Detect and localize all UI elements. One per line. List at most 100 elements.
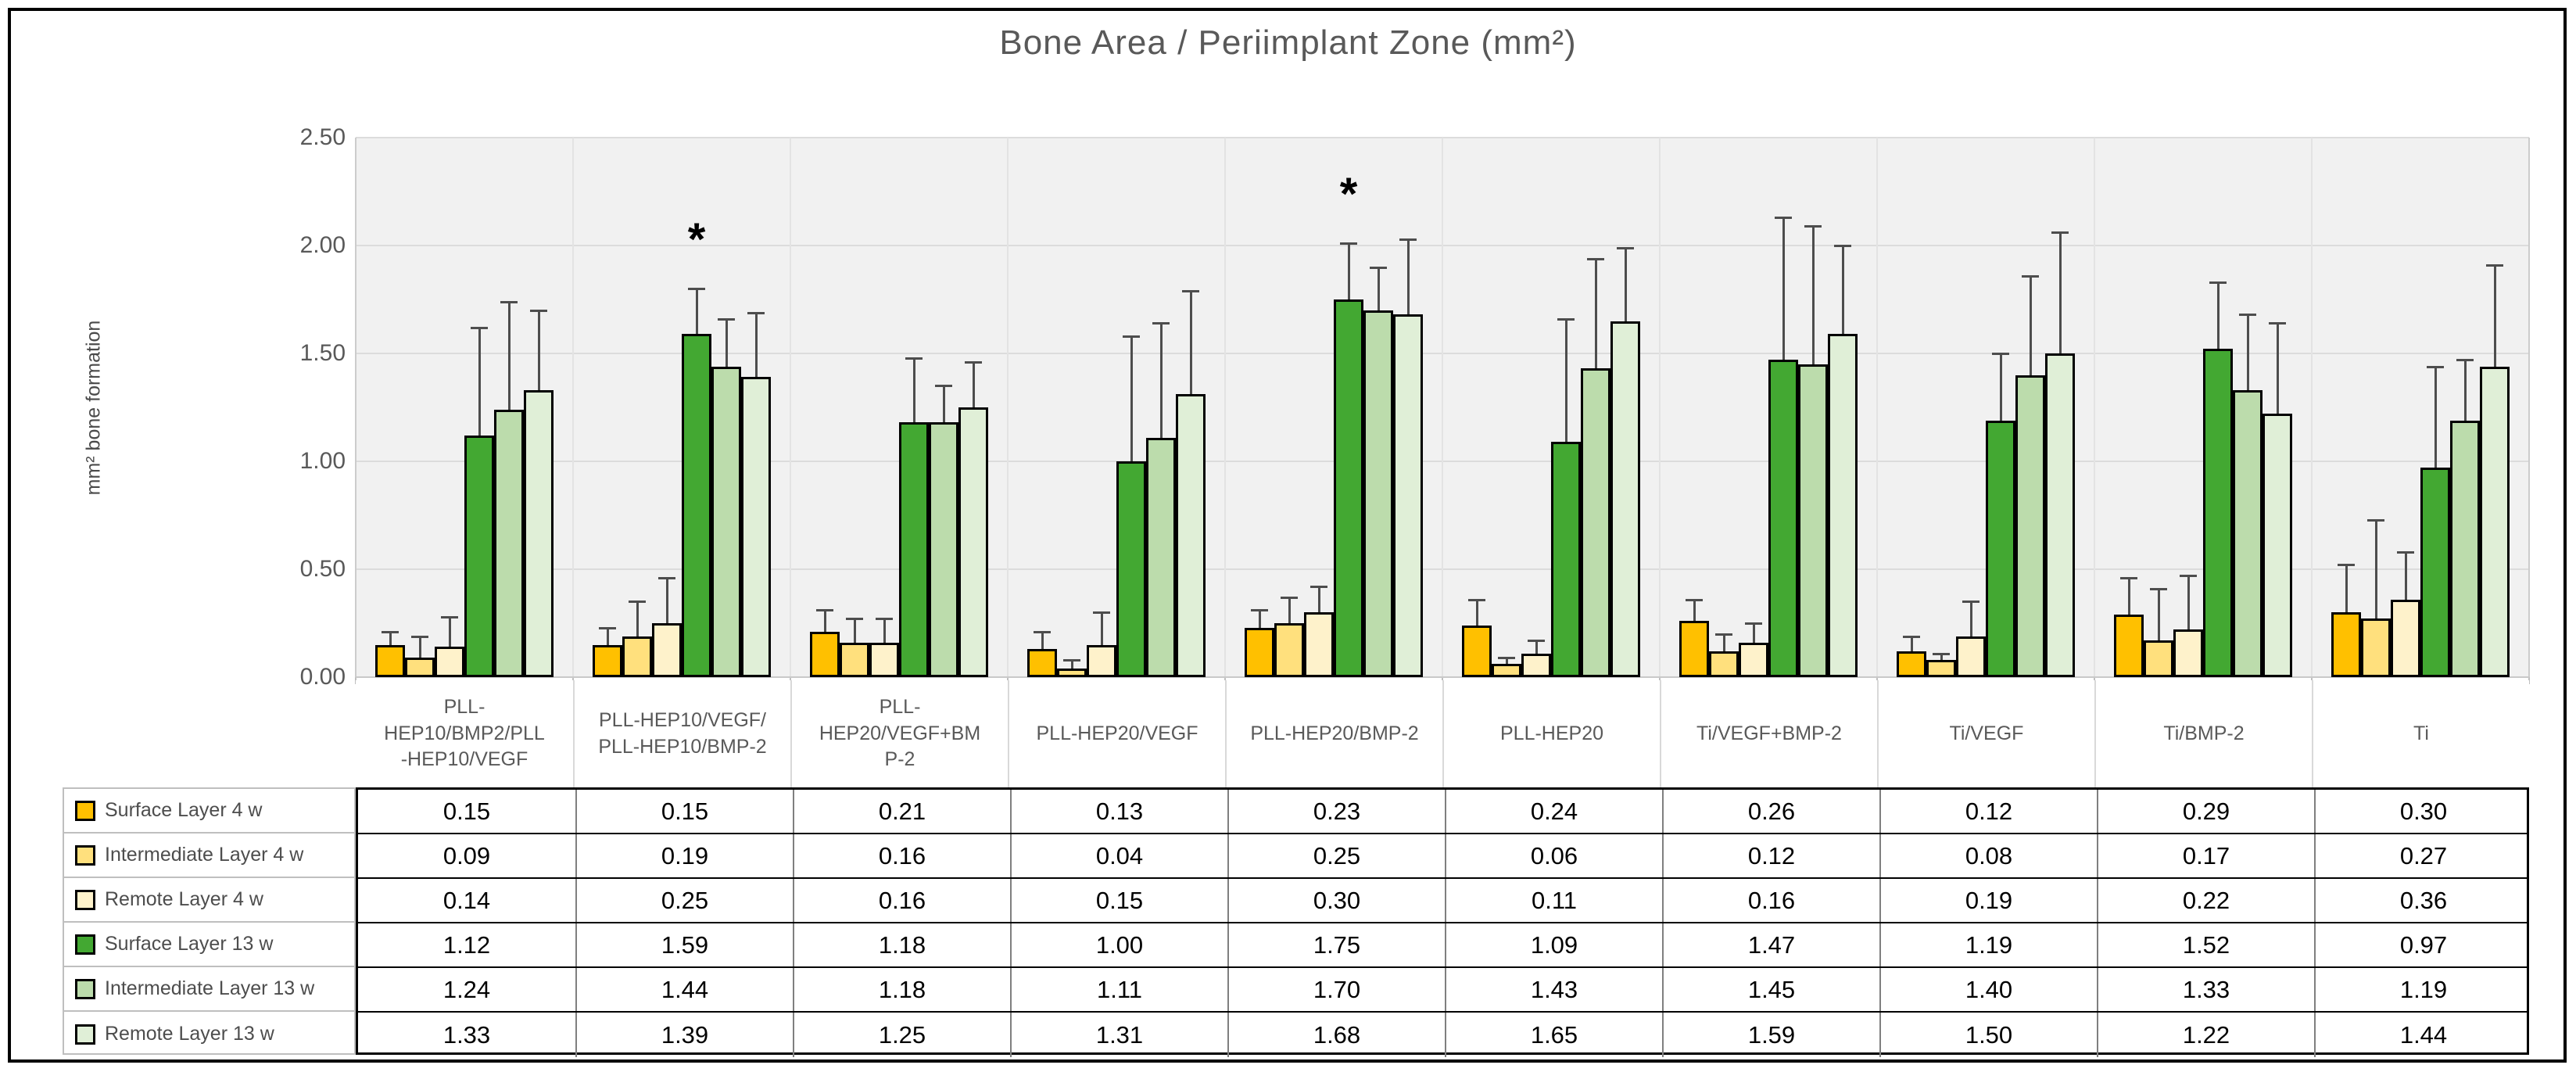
table-cell: 1.65 — [1445, 1013, 1662, 1057]
legend-label: Surface Layer 4 w — [105, 799, 263, 821]
error-bar-cap — [471, 326, 488, 329]
error-bar-cap — [2051, 231, 2069, 235]
category-boundary-line — [1007, 138, 1009, 677]
error-bar — [1475, 599, 1478, 626]
table-cell: 1.59 — [575, 923, 793, 966]
error-bar — [1624, 247, 1627, 321]
bar-intermediate-layer-4-w-cat2 — [840, 643, 869, 677]
bar-remote-layer-4-w-cat2 — [869, 643, 899, 677]
error-bar-cap — [1617, 246, 1634, 249]
y-tick-label: 2.50 — [299, 124, 346, 150]
table-cell: 1.12 — [442, 930, 491, 959]
table-cell: 0.26 — [1662, 790, 1879, 833]
table-cell: 0.15 — [1010, 879, 1227, 922]
error-bar-cap — [411, 635, 428, 638]
category-label-0: PLL- HEP10/BMP2/PLL -HEP10/VEGF — [384, 695, 545, 771]
bar-remote-layer-4-w-cat8 — [2173, 629, 2203, 677]
error-bar-cap — [1834, 245, 1851, 247]
error-bar-cap — [1152, 322, 1170, 325]
category-header-row: PLL- HEP10/BMP2/PLL -HEP10/VEGF PLL-HEP10/V… — [356, 680, 2529, 787]
error-bar-cap — [2022, 274, 2039, 278]
table-row-surface-layer-13-w: 1.12 1.59 1.18 1.00 1.75 1.09 1.47 1.19 1.52 0.97 — [358, 923, 2527, 968]
table-cell: 0.27 — [2314, 834, 2531, 877]
error-bar — [1693, 599, 1696, 621]
error-bar-cap — [1745, 622, 1762, 625]
bar-intermediate-layer-13-w-cat5 — [1581, 368, 1610, 677]
error-bar — [1258, 610, 1261, 628]
error-bar-cap — [965, 361, 982, 364]
error-bar — [1564, 318, 1567, 442]
table-cell: 1.24 — [442, 975, 491, 1003]
error-bar — [695, 289, 698, 334]
error-bar-cap — [1686, 598, 1703, 601]
table-cell: 1.59 — [1662, 1013, 1879, 1057]
table-row-surface-layer-4-w: 0.15 0.15 0.21 0.13 0.23 0.24 0.26 0.12 0.29 0.30 — [358, 790, 2527, 834]
bar-intermediate-layer-4-w-cat7 — [1926, 660, 1956, 677]
error-bar — [418, 636, 421, 658]
table-cell: 0.30 — [1227, 879, 1445, 922]
legend-item-intermediate-layer-4-w: Intermediate Layer 4 w — [64, 834, 354, 878]
error-bar-cap — [2120, 577, 2137, 580]
bar-remote-layer-13-w-cat7 — [2045, 353, 2075, 677]
category-boundary-line — [1442, 138, 1443, 677]
table-cell: 0.23 — [1227, 790, 1445, 833]
table-cell: 0.19 — [1879, 879, 2097, 922]
error-bar — [389, 632, 392, 645]
bar-intermediate-layer-13-w-cat4 — [1363, 310, 1393, 677]
error-bar-cap — [905, 357, 923, 360]
category-boundary-line — [790, 138, 791, 677]
table-cell: 0.15 — [442, 797, 491, 825]
error-bar-cap — [599, 626, 616, 629]
table-cell: 0.11 — [1445, 879, 1662, 922]
bar-remote-layer-13-w-cat9 — [2480, 367, 2510, 677]
error-bar-cap — [1775, 217, 1792, 220]
error-bar-cap — [2456, 359, 2474, 362]
error-bar — [1189, 290, 1192, 394]
error-bar-cap — [1468, 598, 1485, 601]
error-bar — [478, 327, 481, 436]
error-bar-cap — [846, 618, 863, 621]
category-boundary-line — [2094, 138, 2095, 677]
bar-surface-layer-4-w-cat8 — [2114, 615, 2144, 677]
bar-surface-layer-4-w-cat6 — [1679, 621, 1709, 677]
bar-intermediate-layer-4-w-cat9 — [2361, 618, 2391, 677]
table-cell: 1.09 — [1445, 923, 1662, 966]
bar-remote-layer-4-w-cat0 — [435, 647, 464, 677]
legend-key-swatch — [75, 800, 95, 821]
legend-label: Remote Layer 4 w — [105, 888, 263, 910]
bar-surface-layer-4-w-cat4 — [1245, 628, 1274, 677]
table-row-intermediate-layer-13-w: 1.24 1.44 1.18 1.11 1.70 1.43 1.45 1.40 1.33 1.19 — [358, 968, 2527, 1013]
table-cell: 0.25 — [1227, 834, 1445, 877]
category-label-6: Ti/VEGF+BMP-2 — [1660, 680, 1877, 787]
table-cell: 1.25 — [793, 1013, 1010, 1057]
error-bar — [1752, 623, 1755, 643]
bar-surface-layer-13-w-cat0 — [464, 436, 494, 677]
error-bar-cap — [2338, 564, 2355, 567]
error-bar-cap — [2150, 587, 2167, 590]
bar-intermediate-layer-13-w-cat6 — [1798, 364, 1828, 677]
error-bar-cap — [1370, 266, 1387, 269]
significance-asterisk: * — [687, 214, 706, 266]
error-bar-cap — [629, 601, 646, 604]
table-cell: 0.24 — [1445, 790, 1662, 833]
error-bar — [2246, 314, 2249, 390]
error-bar — [2404, 551, 2407, 600]
category-boundary-line — [355, 138, 356, 677]
error-bar-cap — [441, 615, 458, 618]
table-cell: 1.75 — [1227, 923, 1445, 966]
error-bar — [2463, 360, 2467, 421]
error-bar — [1841, 246, 1844, 334]
bar-intermediate-layer-4-w-cat1 — [622, 636, 652, 677]
error-bar — [2276, 323, 2279, 414]
error-bar — [636, 601, 639, 636]
table-cell: 1.31 — [1010, 1013, 1227, 1057]
table-cell: 0.36 — [2314, 879, 2531, 922]
error-bar-cap — [1399, 238, 1417, 241]
category-label-2: PLL- HEP20/VEGF+BM P-2 — [790, 680, 1008, 787]
error-bar — [1288, 597, 1291, 623]
table-cell: 1.33 — [2097, 968, 2314, 1011]
table-cell: 1.22 — [2097, 1013, 2314, 1057]
table-cell: 0.09 — [442, 841, 491, 869]
legend-label: Remote Layer 13 w — [105, 1023, 274, 1045]
